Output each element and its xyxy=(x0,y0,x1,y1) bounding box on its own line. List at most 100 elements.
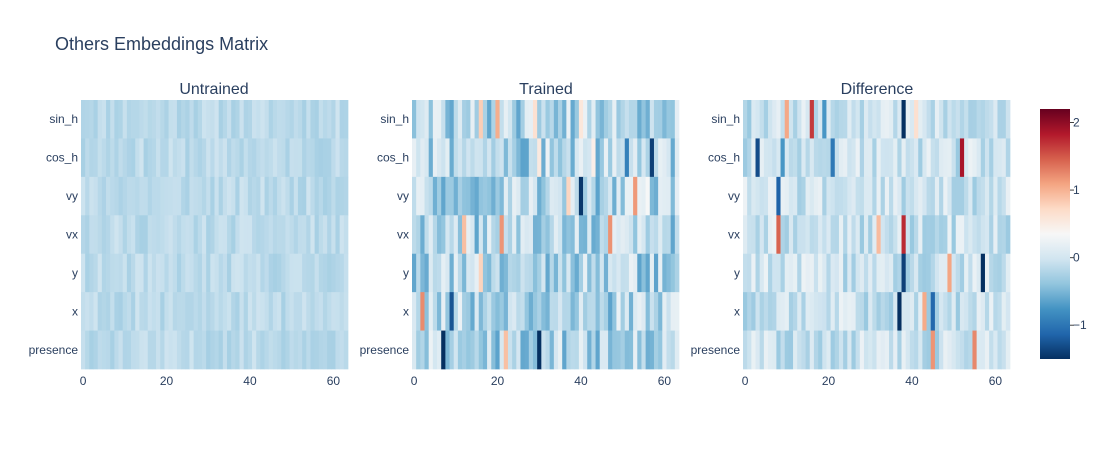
heatmap-cell xyxy=(181,138,186,178)
heatmap-cell xyxy=(172,100,178,139)
heatmap-cell xyxy=(512,215,517,255)
heatmap-cell xyxy=(930,215,936,255)
heatmap-cell xyxy=(620,253,626,293)
heatmap-cell xyxy=(934,330,940,370)
heatmap-cell xyxy=(645,292,651,331)
heatmap-cell xyxy=(1005,100,1011,139)
heatmap-cell xyxy=(674,253,680,293)
heatmap-cell xyxy=(955,176,961,216)
heatmap-cell xyxy=(507,253,513,293)
heatmap-cell xyxy=(416,138,421,178)
heatmap-cell xyxy=(955,292,961,331)
heatmap-cell xyxy=(210,215,215,255)
heatmap-cell xyxy=(759,253,765,293)
heatmap-cell xyxy=(214,215,220,255)
heatmap-cell xyxy=(322,215,328,255)
heatmap-cell xyxy=(268,330,274,370)
heatmap-cell xyxy=(81,253,86,293)
heatmap-cell xyxy=(549,100,555,139)
heatmap-cell xyxy=(445,330,450,370)
heatmap-cell xyxy=(532,215,538,255)
y-tick-label: cos_h xyxy=(377,151,409,165)
heatmap-cell xyxy=(768,330,773,370)
heatmap-cell xyxy=(662,253,667,293)
heatmap-cell xyxy=(624,176,630,216)
heatmap-cell xyxy=(260,215,265,255)
heatmap-cell xyxy=(260,292,265,331)
heatmap-cell xyxy=(591,330,596,370)
heatmap-cell xyxy=(972,100,977,139)
heatmap-cell xyxy=(449,138,455,178)
heatmap-cell xyxy=(859,215,865,255)
heatmap-cell xyxy=(763,100,769,139)
heatmap-cell xyxy=(772,253,777,293)
heatmap-cell xyxy=(474,215,480,255)
heatmap-cell xyxy=(868,215,873,255)
heatmap-cell xyxy=(889,215,894,255)
heatmap-cell xyxy=(922,215,927,255)
y-tick-label: y xyxy=(734,266,740,280)
heatmap-cell xyxy=(674,292,680,331)
heatmap-cell xyxy=(293,100,299,139)
heatmap-cell xyxy=(662,330,667,370)
heatmap-cell xyxy=(868,176,873,216)
heatmap-cell xyxy=(227,176,232,216)
heatmap-cell xyxy=(838,215,844,255)
heatmap-cell xyxy=(993,253,998,293)
heatmap-cell xyxy=(947,215,952,255)
heatmap-cell xyxy=(206,100,211,139)
heatmap-cell xyxy=(482,253,488,293)
heatmap-cell xyxy=(201,215,207,255)
heatmap-cell xyxy=(457,176,463,216)
heatmap-cell xyxy=(462,330,467,370)
heatmap-cell xyxy=(239,253,245,293)
heatmap-cell xyxy=(616,215,621,255)
heatmap-cell xyxy=(788,176,794,216)
heatmap-cell xyxy=(97,292,103,331)
heatmap-cell xyxy=(503,253,509,293)
heatmap-cell xyxy=(959,138,965,178)
heatmap-cell xyxy=(616,100,621,139)
heatmap-cell xyxy=(620,215,626,255)
heatmap-cell xyxy=(943,138,948,178)
heatmap-cell xyxy=(466,253,471,293)
heatmap-cell xyxy=(608,215,613,255)
heatmap-cell xyxy=(599,330,605,370)
heatmap-cell xyxy=(872,253,877,293)
heatmap-cell xyxy=(851,292,856,331)
heatmap-cell xyxy=(470,215,475,255)
heatmap-cell xyxy=(826,253,831,293)
heatmap-cell xyxy=(302,292,307,331)
heatmap-cell xyxy=(289,100,295,139)
heatmap-cell xyxy=(306,100,311,139)
heatmap-cell xyxy=(1001,215,1007,255)
heatmap-cell xyxy=(126,292,132,331)
heatmap-cell xyxy=(587,138,592,178)
heatmap-cell xyxy=(553,176,559,216)
heatmap-cell xyxy=(106,215,111,255)
heatmap-cell xyxy=(122,292,128,331)
heatmap-cell xyxy=(272,176,278,216)
heatmap-cell xyxy=(193,292,199,331)
heatmap-cell xyxy=(453,292,459,331)
heatmap-cell xyxy=(976,292,982,331)
heatmap-cell xyxy=(934,292,940,331)
heatmap-cell xyxy=(788,215,794,255)
heatmap-cell xyxy=(185,215,190,255)
heatmap-cell xyxy=(143,100,149,139)
heatmap-cell xyxy=(327,176,332,216)
heatmap-cell xyxy=(755,292,761,331)
heatmap-cell xyxy=(847,100,852,139)
heatmap-cell xyxy=(495,138,500,178)
heatmap-cell xyxy=(784,292,790,331)
heatmap-cell xyxy=(633,330,638,370)
heatmap-cell xyxy=(574,215,580,255)
heatmap-cell xyxy=(318,100,324,139)
heatmap-cell xyxy=(110,176,115,216)
heatmap-cell xyxy=(81,100,86,139)
heatmap-cell xyxy=(193,100,199,139)
heatmap-cell xyxy=(662,100,667,139)
heatmap-cell xyxy=(909,330,915,370)
heatmap-cell xyxy=(478,138,484,178)
heatmap-cell xyxy=(89,176,94,216)
